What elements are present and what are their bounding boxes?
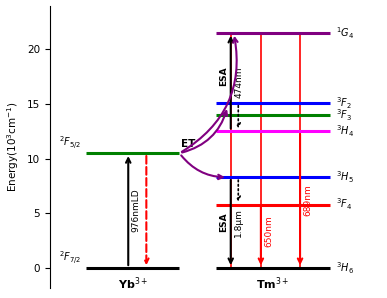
Text: $^3H_6$: $^3H_6$ xyxy=(336,260,354,276)
Text: $^3H_5$: $^3H_5$ xyxy=(336,170,353,185)
Text: 976nmLD: 976nmLD xyxy=(132,189,141,232)
Text: ET: ET xyxy=(181,139,195,149)
Text: $^3F_4$: $^3F_4$ xyxy=(336,197,352,212)
Text: Tm$^{3+}$: Tm$^{3+}$ xyxy=(256,275,289,292)
Text: $^3F_2$: $^3F_2$ xyxy=(336,95,351,111)
Text: 474nm: 474nm xyxy=(235,66,243,98)
Text: 1.8μm: 1.8μm xyxy=(235,208,243,237)
Text: 650nm: 650nm xyxy=(264,215,274,247)
Text: $^2F_{7/2}$: $^2F_{7/2}$ xyxy=(59,249,82,266)
Text: $^1G_4$: $^1G_4$ xyxy=(336,25,354,41)
Text: Yb$^{3+}$: Yb$^{3+}$ xyxy=(118,275,148,292)
Text: ESA: ESA xyxy=(219,213,228,232)
Text: $^2F_{5/2}$: $^2F_{5/2}$ xyxy=(59,134,82,151)
Y-axis label: Energy(10$^3$cm$^{-1}$): Energy(10$^3$cm$^{-1}$) xyxy=(5,101,21,192)
Text: 689nm: 689nm xyxy=(304,184,313,215)
Text: $^3H_4$: $^3H_4$ xyxy=(336,123,354,139)
Text: $^3F_3$: $^3F_3$ xyxy=(336,107,352,123)
Text: ESA: ESA xyxy=(219,67,228,86)
